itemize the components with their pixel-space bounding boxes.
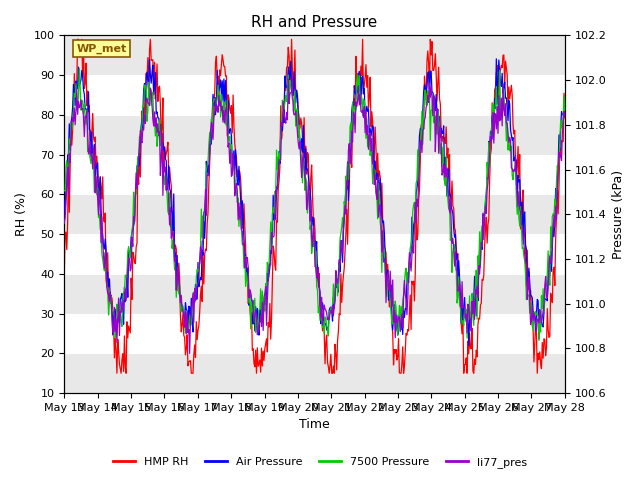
X-axis label: Time: Time: [299, 419, 330, 432]
Y-axis label: RH (%): RH (%): [15, 192, 28, 236]
Bar: [64, 75, 565, 115]
HMP RH: [150, 60, 158, 65]
HMP RH: [191, 342, 198, 348]
HMP RH: [561, 115, 569, 120]
HMP RH: [74, 36, 81, 42]
Bar: [64, 155, 565, 194]
Bar: [64, 274, 565, 313]
Text: WP_met: WP_met: [77, 43, 127, 54]
HMP RH: [357, 63, 365, 69]
Line: HMP RH: HMP RH: [64, 39, 565, 373]
Y-axis label: Pressure (kPa): Pressure (kPa): [612, 169, 625, 259]
HMP RH: [396, 370, 404, 376]
Bar: [64, 313, 565, 353]
Bar: [64, 353, 565, 393]
Legend: HMP RH, Air Pressure, 7500 Pressure, li77_pres: HMP RH, Air Pressure, 7500 Pressure, li7…: [108, 452, 532, 472]
Bar: [64, 194, 565, 234]
Title: RH and Pressure: RH and Pressure: [252, 15, 378, 30]
Bar: [64, 36, 565, 75]
HMP RH: [113, 371, 121, 376]
HMP RH: [60, 273, 68, 279]
HMP RH: [289, 68, 296, 74]
HMP RH: [439, 133, 447, 139]
Bar: [64, 234, 565, 274]
Bar: [64, 115, 565, 155]
